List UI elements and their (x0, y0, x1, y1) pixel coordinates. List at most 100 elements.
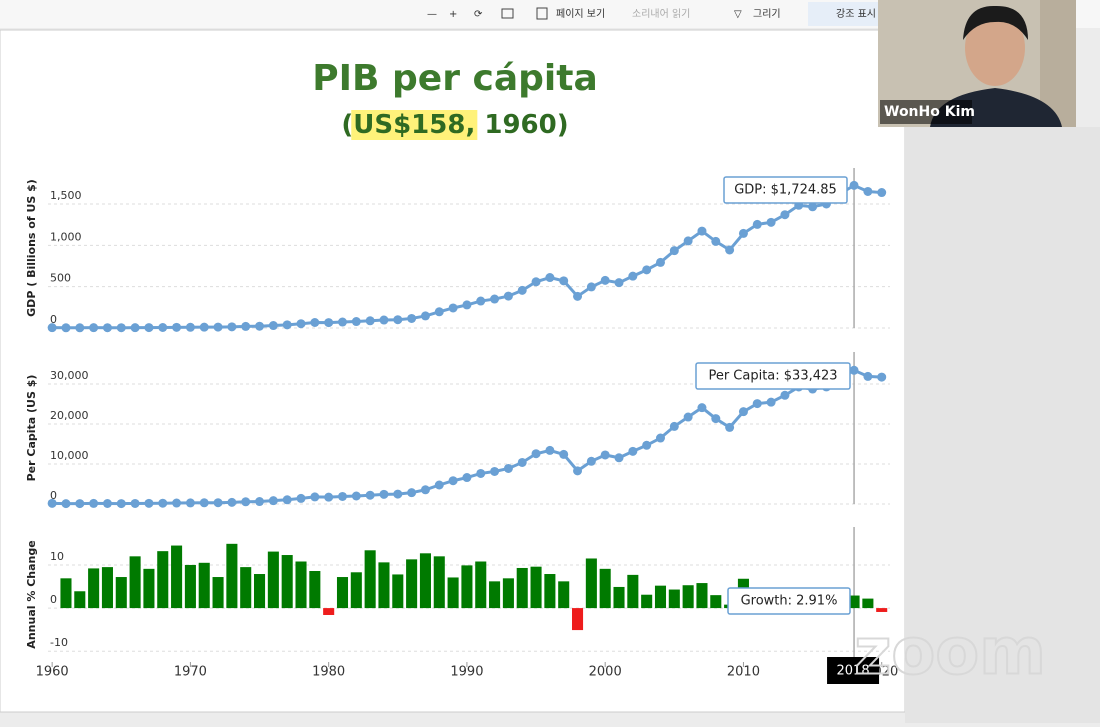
data-point (808, 202, 818, 212)
bar (544, 574, 556, 609)
data-point (158, 322, 168, 332)
data-point (379, 315, 389, 325)
data-point (296, 493, 306, 503)
data-point (503, 463, 513, 473)
data-point (780, 390, 790, 400)
bar (530, 566, 542, 609)
data-point (310, 492, 320, 502)
data-point (517, 285, 527, 295)
data-point (849, 180, 859, 190)
bar (862, 598, 874, 609)
data-point (628, 271, 638, 281)
draw-icon[interactable]: ▽ (734, 9, 742, 20)
data-point (310, 318, 320, 328)
data-point (61, 323, 71, 333)
data-point (614, 278, 624, 288)
data-point (476, 468, 486, 478)
data-point (130, 323, 140, 333)
data-point (586, 282, 596, 292)
data-point (199, 498, 209, 508)
page-view[interactable]: 페이지 보기 (556, 8, 605, 20)
hover-x-label: 2018 (837, 664, 870, 679)
data-point (462, 300, 472, 310)
fit-icon[interactable] (501, 8, 514, 19)
y-tick-label: 10,000 (50, 449, 89, 462)
slide-subtitle: (US$158, 1960) (341, 110, 568, 140)
data-point (89, 498, 99, 508)
data-point (877, 188, 887, 198)
highlight-button[interactable] (808, 2, 880, 26)
data-point (780, 210, 790, 220)
data-point (365, 490, 375, 500)
bar (654, 585, 667, 609)
y-axis-title: Per Capita (US $) (25, 375, 38, 482)
subtitle-part: 1960) (475, 110, 568, 140)
bar (668, 589, 680, 609)
charts: GDP ( Billions of US $) 0 500 1,000 1,500 GDP… (25, 168, 898, 684)
data-point (697, 226, 707, 236)
highlight[interactable]: 강조 표시 (836, 8, 876, 20)
bar (60, 578, 72, 609)
data-point (61, 499, 71, 509)
video-name: WonHo Kim (884, 104, 975, 120)
data-point (89, 323, 99, 333)
data-point (559, 276, 569, 286)
bar (281, 555, 293, 609)
data-point (255, 497, 265, 507)
y-tick-label: 1,500 (50, 189, 82, 202)
data-point (420, 311, 430, 321)
tooltip-box (727, 587, 851, 615)
data-point (144, 498, 154, 508)
bar (336, 577, 349, 609)
data-point (75, 323, 85, 333)
bar (848, 595, 860, 609)
bar (502, 578, 514, 609)
bar (129, 556, 141, 609)
video-person-hair (963, 5, 1028, 40)
data-point (434, 307, 444, 317)
bar (461, 565, 473, 609)
zoom-out[interactable]: — (427, 9, 437, 20)
data-point (75, 499, 85, 509)
bar (572, 608, 584, 631)
data-point (669, 246, 679, 256)
bar (198, 562, 210, 609)
data-point (172, 322, 182, 332)
bar (627, 574, 639, 609)
bar (696, 583, 708, 609)
data-point (642, 440, 652, 450)
data-point (365, 316, 375, 326)
x-tick-label: 1980 (312, 665, 345, 680)
data-point (213, 498, 223, 508)
zoom-in[interactable]: + (449, 9, 457, 20)
bar (682, 585, 694, 609)
y-tick-label: 20,000 (50, 409, 89, 422)
bar (392, 574, 404, 609)
page-view-icon[interactable] (536, 7, 548, 20)
data-point (628, 446, 638, 456)
bar (309, 570, 321, 609)
data-point (255, 321, 265, 331)
data-point (116, 323, 126, 333)
data-point (462, 473, 472, 483)
data-point (172, 498, 182, 508)
draw[interactable]: 그리기 (753, 8, 781, 20)
data-point (711, 414, 721, 424)
y-axis-title: Annual % Change (25, 540, 38, 648)
data-point (268, 496, 278, 506)
data-point (102, 323, 112, 333)
data-point (227, 322, 237, 332)
rotate[interactable]: ⟳ (474, 9, 483, 20)
data-point (476, 296, 486, 306)
y-tick-label: 1,000 (50, 230, 82, 243)
data-point (324, 318, 334, 328)
data-point (545, 273, 555, 283)
data-point (393, 315, 403, 325)
bar (212, 577, 224, 609)
bar (558, 581, 570, 609)
watermark: zoom (854, 616, 1046, 690)
data-point (711, 236, 721, 246)
tooltip-box (723, 176, 848, 204)
